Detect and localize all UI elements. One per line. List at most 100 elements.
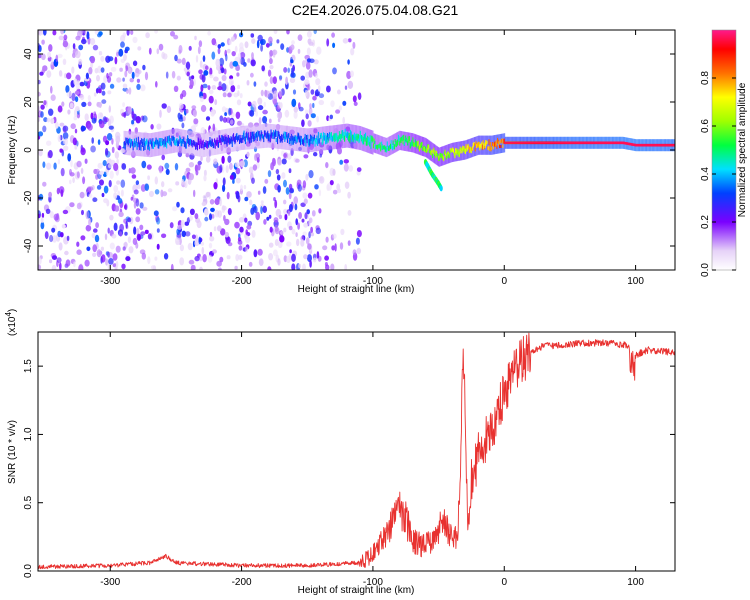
spectrogram-noise-speck <box>264 90 270 98</box>
spectrogram-signal-cell <box>198 138 200 145</box>
spectrogram-signal-cell <box>292 135 294 141</box>
spectrogram-noise-speck <box>92 252 97 257</box>
spectrogram-noise-speck <box>319 153 323 158</box>
spectrogram-signal-cell <box>169 138 171 146</box>
spectrogram-noise-speck <box>164 162 170 170</box>
spectrogram-noise-speck <box>199 95 204 103</box>
spectrogram-signal-cell <box>381 143 383 150</box>
spectrogram-signal-cell <box>349 129 351 136</box>
y-tick-label: 20 <box>23 96 34 108</box>
spectrogram-noise-speck <box>194 213 199 220</box>
spectrogram-noise-speck <box>41 53 46 61</box>
spectrogram-signal-cell <box>172 135 174 140</box>
spectrogram-signal-cell <box>162 141 164 146</box>
spectrogram-signal-cell <box>240 137 242 143</box>
spectrogram-noise-speck <box>277 258 281 266</box>
spectrogram-signal-cell <box>470 148 472 154</box>
spectrogram-signal-core <box>535 142 537 144</box>
spectrogram-signal-core <box>627 143 629 145</box>
spectrogram-noise-speck <box>38 43 41 50</box>
spectrogram-noise-speck <box>309 103 312 109</box>
spectrogram-signal-cell <box>304 133 306 140</box>
spectrogram-noise-speck <box>200 104 207 113</box>
spectrogram-noise-speck <box>297 48 301 54</box>
spectrogram-signal-cell <box>139 142 141 150</box>
spectrogram-signal-cell <box>237 136 239 142</box>
spectrogram-signal-cell <box>246 131 248 139</box>
spectrogram-noise-speck <box>234 162 240 168</box>
spectrogram-noise-speck <box>150 124 154 130</box>
spectrogram-signal-core <box>608 142 610 144</box>
spectrogram-noise-speck <box>46 70 52 78</box>
spectrogram-signal-cell <box>321 132 323 138</box>
spectrogram-noise-speck <box>342 116 346 125</box>
spectrogram-noise-speck <box>71 66 75 74</box>
spectrogram-signal-cell <box>229 139 231 144</box>
spectrogram-noise-speck <box>227 242 233 247</box>
spectrogram-noise-speck <box>181 179 185 186</box>
spectrogram-signal-cell <box>317 131 319 140</box>
spectrogram-signal-cell <box>430 150 432 156</box>
spectrogram-signal-cell <box>454 152 456 159</box>
spectrogram-noise-speck <box>155 81 158 88</box>
spectrogram-halo <box>459 141 461 161</box>
spectrogram-noise-speck <box>57 105 63 113</box>
spectrogram-noise-speck <box>38 135 41 140</box>
spectrogram-signal-cell <box>391 143 393 149</box>
spectrogram-signal-core <box>570 142 572 144</box>
spectrogram-signal-cell <box>417 140 419 146</box>
spectrogram-noise-speck <box>330 263 335 270</box>
spectrogram-noise-speck <box>288 183 293 190</box>
spectrogram-noise-speck <box>80 167 84 174</box>
spectrogram-noise-speck <box>81 38 87 45</box>
spectrogram-signal-core <box>514 142 516 144</box>
spectrogram-noise-speck <box>115 245 121 253</box>
spectrogram-signal-cell <box>399 141 401 146</box>
spectrogram-noise-speck <box>236 72 240 77</box>
spectrogram-noise-speck <box>318 189 322 197</box>
spectrogram-signal-cell <box>405 135 407 142</box>
spectrogram-signal-core <box>650 144 652 146</box>
spectrogram-noise-speck <box>137 184 141 190</box>
spectrogram-noise-speck <box>45 208 51 214</box>
spectrogram-signal-cell <box>157 140 159 149</box>
colorbar-tick-label: 0.2 <box>700 215 711 229</box>
spectrogram-signal-cell <box>165 142 167 147</box>
spectrogram-signal-cell <box>281 138 283 143</box>
spectrogram-signal-cell <box>480 143 482 149</box>
spectrogram-signal-cell <box>206 143 208 148</box>
spectrogram-signal-cell <box>375 144 377 149</box>
spectrogram-signal-cell <box>177 140 179 147</box>
spectrogram-noise-speck <box>62 125 69 132</box>
spectrogram-signal-core <box>602 142 604 144</box>
spectrogram-signal-core <box>518 142 520 144</box>
spectrogram-signal-cell <box>170 138 172 145</box>
spectrogram-signal-cell <box>217 140 219 148</box>
spectrogram-signal-cell <box>335 132 337 138</box>
spectrogram-signal-cell <box>291 137 293 145</box>
spectrogram-noise-speck <box>279 102 283 109</box>
spectrogram-noise-speck <box>334 243 337 252</box>
spectrogram-noise-speck <box>60 30 64 35</box>
spectrogram-noise-speck <box>195 55 199 63</box>
spectrogram-noise-speck <box>135 198 140 207</box>
spectrogram-noise-speck <box>136 69 142 75</box>
spectrogram-noise-speck <box>127 236 131 243</box>
spectrogram-noise-speck <box>73 261 76 268</box>
spectrogram-signal-cell <box>300 139 302 146</box>
spectrogram-signal-cell <box>338 131 340 139</box>
spectrogram-noise-speck <box>298 106 304 112</box>
spectrogram-noise-speck <box>286 241 292 247</box>
spectrogram-noise-speck <box>283 153 287 158</box>
spectrogram-signal-cell <box>412 137 414 143</box>
spectrogram-signal-cell <box>288 132 290 138</box>
spectrogram-noise-speck <box>347 210 352 216</box>
spectrogram-signal-cell <box>227 135 229 143</box>
spectrogram-signal-cell <box>380 141 382 145</box>
spectrogram-signal-core <box>627 142 629 145</box>
spectrogram-signal-core <box>550 142 552 144</box>
spectrogram-signal-cell <box>242 137 244 143</box>
spectrogram-noise-speck <box>85 72 89 80</box>
spectrogram-noise-speck <box>59 148 63 153</box>
